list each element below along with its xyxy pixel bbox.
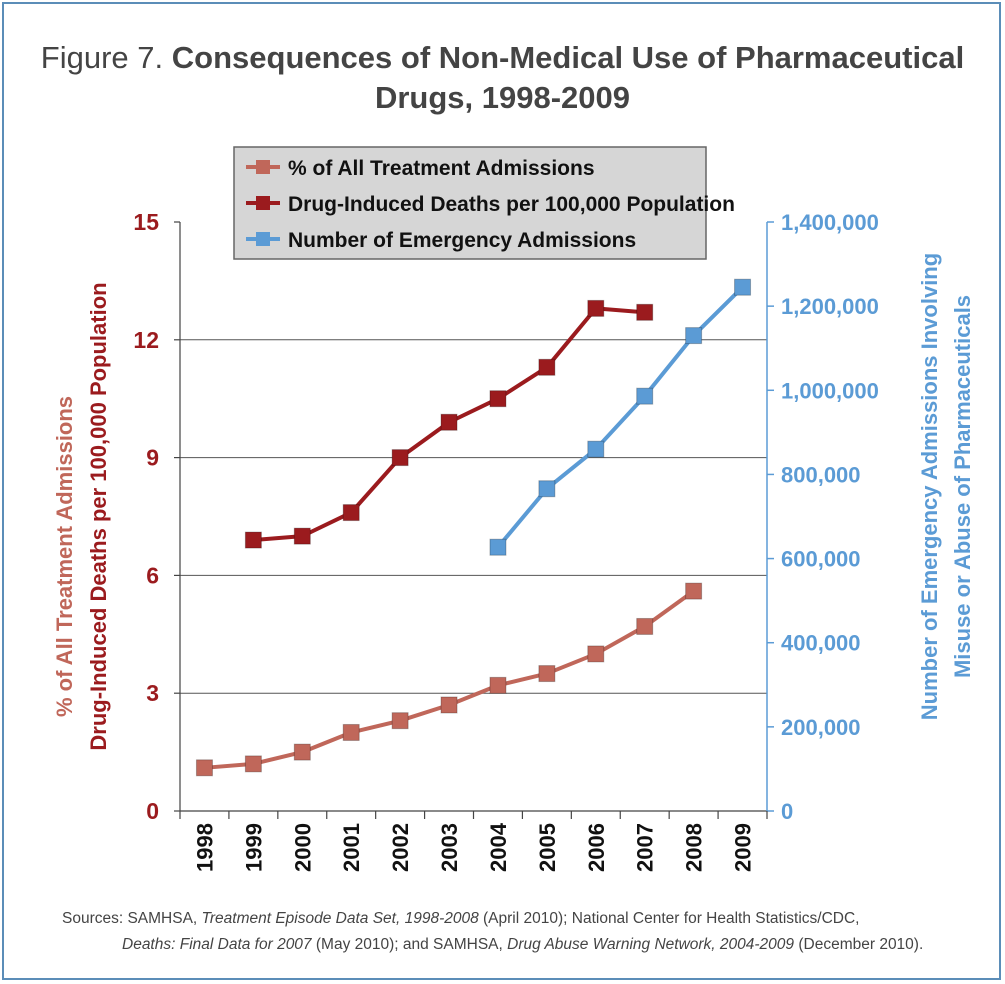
source-3-rest: (December 2010). (794, 936, 924, 953)
legend-marker-0 (256, 160, 270, 174)
series-0-point-2006 (587, 645, 605, 663)
series-1-point-2006 (587, 299, 605, 317)
right-tick-label-1000000: 1,000,000 (781, 378, 879, 403)
x-tick-label-2000: 2000 (290, 823, 315, 872)
series-1-point-2001 (342, 504, 360, 522)
figure-label: Figure 7. (40, 40, 164, 75)
source-1-rest: (April 2010); National Center for Health… (478, 910, 860, 927)
x-tick-label-2002: 2002 (388, 823, 413, 872)
left-tick-label-6: 6 (146, 562, 159, 588)
series-0-point-1998 (195, 759, 213, 777)
x-tick-label-2006: 2006 (584, 823, 609, 872)
legend-box (233, 146, 707, 260)
right-tick-label-600000: 600,000 (781, 547, 861, 572)
series-0-point-2002 (391, 712, 409, 730)
figure-title: Figure 7. Consequences of Non-Medical Us… (0, 38, 1005, 118)
x-tick-label-2004: 2004 (486, 822, 511, 872)
series-0-point-2007 (636, 617, 654, 635)
series-2-point-2008 (685, 327, 703, 345)
series-2-point-2005 (538, 480, 556, 498)
legend-marker-1 (256, 196, 270, 210)
left-tick-label-15: 15 (133, 209, 159, 235)
series-0-line (204, 589, 695, 770)
series-0-point-1999 (244, 755, 262, 773)
left-axis-title-line1: % of All Treatment Admissions (52, 396, 77, 717)
right-tick-label-400000: 400,000 (781, 631, 861, 656)
x-tick-label-2008: 2008 (682, 823, 707, 872)
series-0-point-2004 (489, 676, 507, 694)
right-tick-label-1200000: 1,200,000 (781, 294, 879, 319)
right-tick-label-1400000: 1,400,000 (781, 210, 879, 235)
series-2-point-2006 (587, 440, 605, 458)
series-1-point-2000 (293, 527, 311, 545)
x-tick-label-2005: 2005 (535, 823, 560, 872)
series-0-point-2000 (293, 743, 311, 761)
x-tick-label-2009: 2009 (731, 823, 756, 872)
legend-label-2: Number of Emergency Admissions (288, 229, 636, 252)
right-tick-label-0: 0 (781, 799, 793, 824)
right-axis-title-line1: Number of Emergency Admissions Involving (917, 253, 942, 720)
sources-prefix: Sources: SAMHSA, (62, 910, 202, 927)
x-tick-label-2001: 2001 (339, 823, 364, 872)
series-1-point-2007 (636, 303, 654, 321)
source-1-title: Treatment Episode Data Set, 1998-2008 (201, 910, 479, 927)
legend-label-1: Drug-Induced Deaths per 100,000 Populati… (288, 193, 735, 216)
series-1-point-2004 (489, 390, 507, 408)
figure-title-line1: Consequences of Non-Medical Use of Pharm… (171, 40, 965, 75)
source-2-title: Deaths: Final Data for 2007 (122, 936, 312, 953)
series-2-point-2009 (734, 278, 752, 296)
series-0-point-2005 (538, 665, 556, 683)
left-tick-label-3: 3 (146, 680, 159, 706)
series-2-point-2007 (636, 387, 654, 405)
right-tick-label-200000: 200,000 (781, 715, 861, 740)
series-0-point-2008 (685, 582, 703, 600)
sources-note: Sources: SAMHSA, Treatment Episode Data … (62, 906, 992, 958)
left-tick-label-0: 0 (146, 798, 159, 824)
series-1-point-2003 (440, 413, 458, 431)
figure-title-line2: Drugs, 1998-2009 (374, 80, 631, 115)
x-tick-label-2007: 2007 (633, 823, 658, 872)
right-axis-title-line2: Misuse or Abuse of Pharmaceuticals (950, 295, 975, 678)
right-tick-label-800000: 800,000 (781, 462, 861, 487)
series-1-point-2005 (538, 358, 556, 376)
x-tick-label-1998: 1998 (192, 823, 217, 872)
series-2-line (496, 285, 744, 549)
x-tick-label-2003: 2003 (437, 823, 462, 872)
source-2-rest: (May 2010); and SAMHSA, (311, 936, 508, 953)
series-2-point-2004 (489, 538, 507, 556)
left-tick-label-9: 9 (146, 445, 159, 471)
legend-label-0: % of All Treatment Admissions (288, 157, 595, 180)
series-1-point-2002 (391, 449, 409, 467)
legend-marker-2 (256, 232, 270, 246)
left-axis-title-line2: Drug-Induced Deaths per 100,000 Populati… (86, 282, 111, 750)
left-tick-label-12: 12 (133, 327, 159, 353)
series-0-point-2001 (342, 723, 360, 741)
series-1-point-1999 (244, 531, 262, 549)
x-tick-label-1999: 1999 (241, 823, 266, 872)
series-0-point-2003 (440, 696, 458, 714)
source-3-title: Drug Abuse Warning Network, 2004-2009 (507, 936, 795, 953)
